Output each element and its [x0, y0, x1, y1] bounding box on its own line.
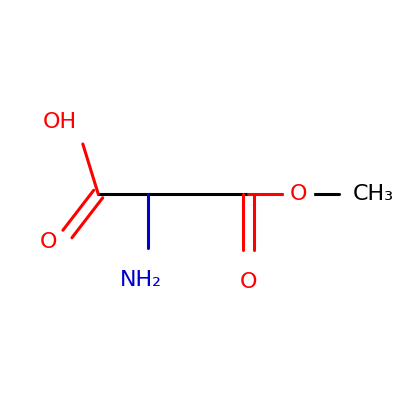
- Text: O: O: [290, 184, 307, 204]
- Text: OH: OH: [43, 112, 77, 132]
- Text: O: O: [240, 272, 257, 292]
- Text: NH₂: NH₂: [120, 270, 162, 290]
- Text: CH₃: CH₃: [352, 184, 394, 204]
- Text: O: O: [40, 232, 57, 252]
